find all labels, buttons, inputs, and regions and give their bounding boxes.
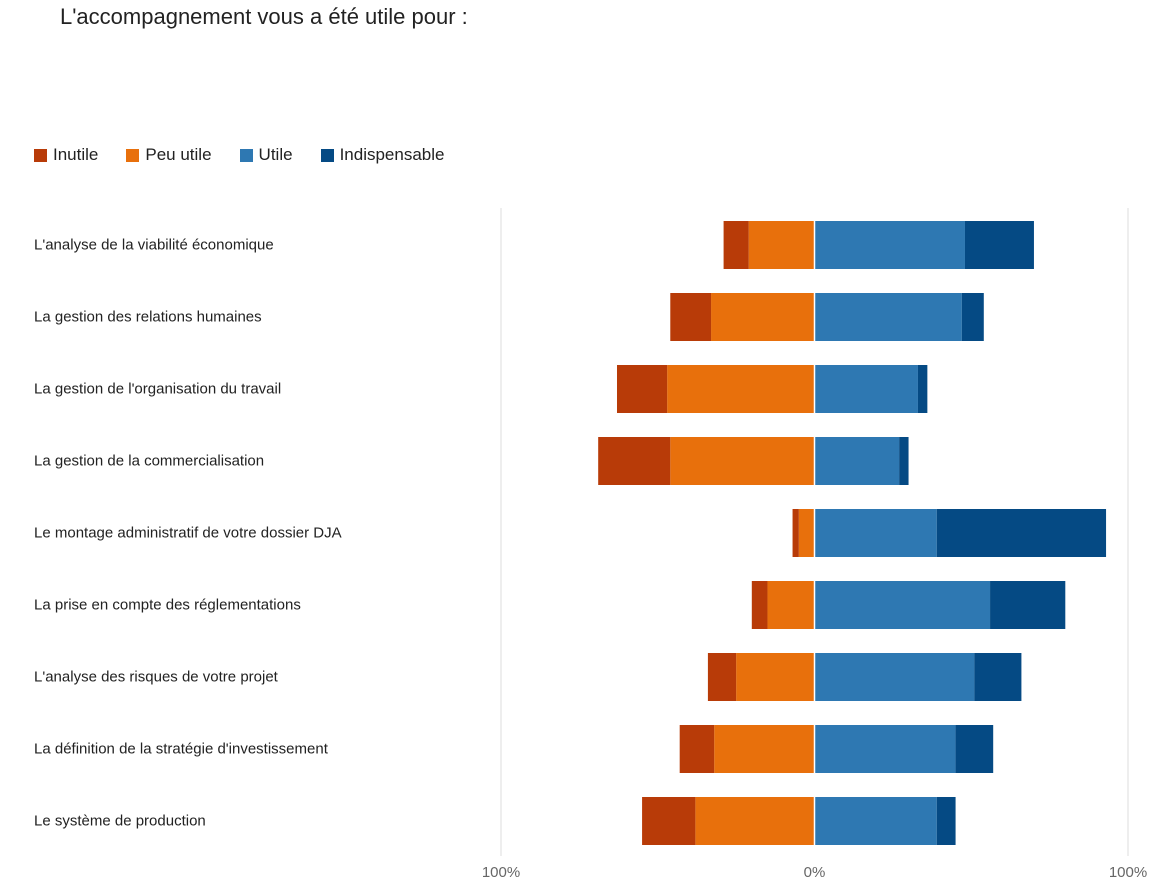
category-label-7: La définition de la stratégie d'investis… xyxy=(34,740,328,758)
bar-indispensable-3[interactable] xyxy=(899,437,909,485)
bar-inutile-5[interactable] xyxy=(751,581,768,629)
legend-label-inutile: Inutile xyxy=(53,145,99,164)
legend-swatch-utile xyxy=(239,148,253,162)
category-label-2: La gestion de l'organisation du travail xyxy=(34,380,282,398)
legend-item-inutile[interactable]: Inutile xyxy=(34,145,98,165)
category-label-0: L'analyse de la viabilité économique xyxy=(34,236,274,254)
bar-indispensable-0[interactable] xyxy=(964,221,1034,269)
bar-indispensable-4[interactable] xyxy=(936,509,1107,557)
bar-inutile-7[interactable] xyxy=(679,725,715,773)
bar-peu-utile-8[interactable] xyxy=(695,797,815,845)
category-label-6: L'analyse des risques de votre projet xyxy=(34,668,278,686)
chart-legend: Inutile Peu utile Utile Indispensable xyxy=(34,145,444,165)
bar-peu-utile-5[interactable] xyxy=(767,581,815,629)
bar-utile-0[interactable] xyxy=(814,221,965,269)
bar-utile-2[interactable] xyxy=(814,365,918,413)
category-label-5: La prise en compte des réglementations xyxy=(34,596,301,614)
category-label-8: Le système de production xyxy=(34,812,206,830)
category-label-1: La gestion des relations humaines xyxy=(34,308,262,326)
category-label-4: Le montage administratif de votre dossie… xyxy=(34,524,342,542)
bar-indispensable-1[interactable] xyxy=(961,293,984,341)
x-tick-label-0: 100% xyxy=(482,864,520,881)
x-tick-label-1: 0% xyxy=(804,864,826,881)
bar-indispensable-5[interactable] xyxy=(990,581,1066,629)
legend-swatch-peu-utile xyxy=(126,148,140,162)
bar-peu-utile-3[interactable] xyxy=(670,437,815,485)
legend-label-utile: Utile xyxy=(258,145,293,164)
bar-utile-1[interactable] xyxy=(814,293,962,341)
bar-peu-utile-2[interactable] xyxy=(667,365,815,413)
bar-inutile-2[interactable] xyxy=(616,365,668,413)
legend-label-peu-utile: Peu utile xyxy=(145,145,212,164)
bar-inutile-4[interactable] xyxy=(792,509,799,557)
legend-item-peu-utile[interactable]: Peu utile xyxy=(126,145,212,165)
bar-indispensable-8[interactable] xyxy=(936,797,956,845)
legend-swatch-indispensable xyxy=(320,148,334,162)
bar-utile-4[interactable] xyxy=(814,509,937,557)
legend-label-indispensable: Indispensable xyxy=(339,145,445,164)
bar-indispensable-6[interactable] xyxy=(974,653,1022,701)
bar-peu-utile-1[interactable] xyxy=(711,293,815,341)
bar-utile-5[interactable] xyxy=(814,581,991,629)
bar-inutile-6[interactable] xyxy=(707,653,737,701)
x-tick-label-2: 100% xyxy=(1109,864,1147,881)
category-label-3: La gestion de la commercialisation xyxy=(34,452,265,470)
bar-inutile-0[interactable] xyxy=(723,221,749,269)
bar-inutile-8[interactable] xyxy=(642,797,696,845)
bar-utile-7[interactable] xyxy=(814,725,956,773)
bar-peu-utile-4[interactable] xyxy=(798,509,815,557)
bar-peu-utile-6[interactable] xyxy=(736,653,815,701)
bar-peu-utile-7[interactable] xyxy=(714,725,815,773)
bar-utile-3[interactable] xyxy=(814,437,900,485)
legend-swatch-inutile xyxy=(34,148,47,162)
legend-item-indispensable[interactable]: Indispensable xyxy=(320,145,445,165)
bar-indispensable-2[interactable] xyxy=(917,365,928,413)
bar-utile-8[interactable] xyxy=(814,797,937,845)
bar-inutile-1[interactable] xyxy=(670,293,712,341)
bar-indispensable-7[interactable] xyxy=(955,725,994,773)
legend-item-utile[interactable]: Utile xyxy=(239,145,293,165)
bar-peu-utile-0[interactable] xyxy=(748,221,815,269)
bar-inutile-3[interactable] xyxy=(598,437,671,485)
chart-title: L'accompagnement vous a été utile pour : xyxy=(60,4,468,29)
bar-utile-6[interactable] xyxy=(814,653,975,701)
